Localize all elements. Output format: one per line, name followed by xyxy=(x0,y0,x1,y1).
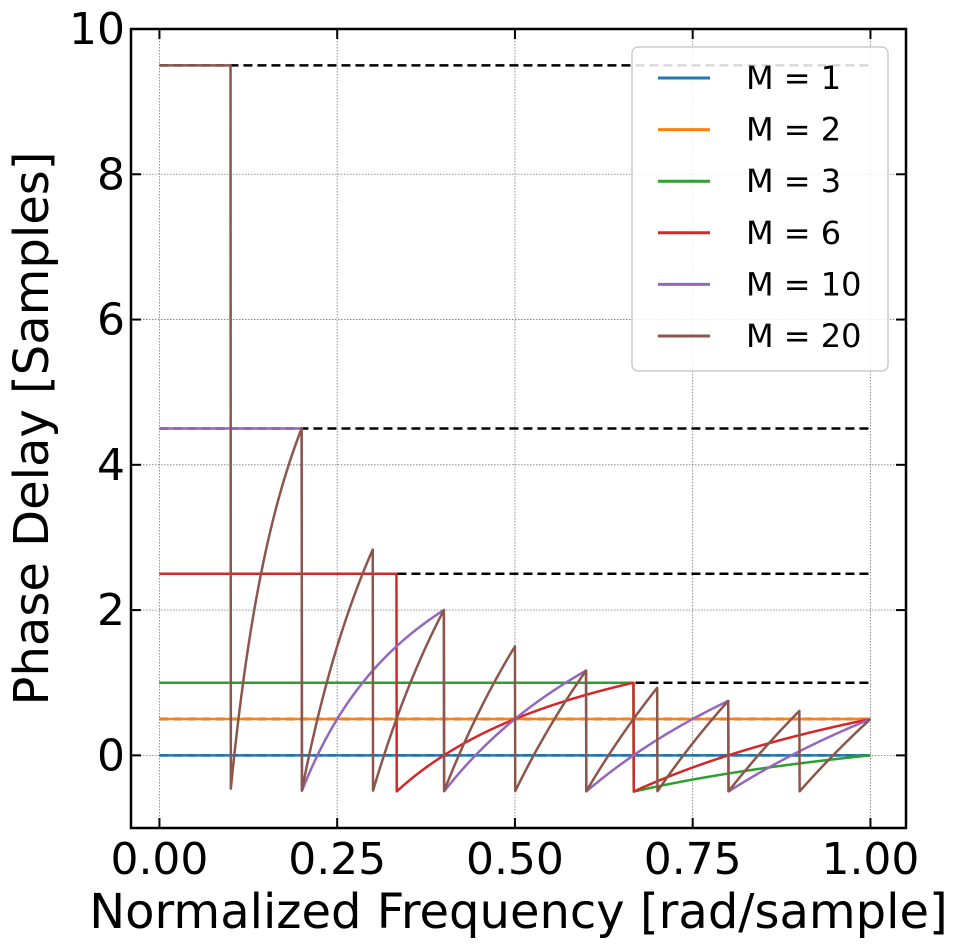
y-tick-label-4: 8 xyxy=(97,149,125,200)
legend: M = 1 M = 2 M = 3 M = 6 M = 10 M = 20 xyxy=(631,46,889,372)
legend-label-3: M = 6 xyxy=(746,214,841,252)
y-axis-label: Phase Delay [Samples] xyxy=(4,152,60,706)
y-tick-label-0: 0 xyxy=(97,730,125,781)
y-tick-label-2: 4 xyxy=(97,440,125,491)
legend-label-5: M = 20 xyxy=(746,317,861,355)
plot-frame xyxy=(129,27,908,830)
axis-ticks: 0.00 0.25 0.50 0.75 1.00 0 2 4 6 8 10 xyxy=(69,4,919,885)
y-tick-label-5: 10 xyxy=(69,4,125,55)
legend-label-0: M = 1 xyxy=(746,59,841,97)
x-tick-label-0: 0.00 xyxy=(110,834,208,885)
x-tick-label-2: 0.50 xyxy=(466,834,564,885)
legend-label-2: M = 3 xyxy=(746,162,841,200)
series-line-5 xyxy=(158,64,872,793)
x-axis-label: Normalized Frequency [rad/sample] xyxy=(89,884,947,940)
series-lines xyxy=(158,64,872,793)
x-tick-label-1: 0.25 xyxy=(288,834,386,885)
legend-label-1: M = 2 xyxy=(746,111,841,149)
legend-box xyxy=(631,46,889,372)
x-tick-label-3: 0.75 xyxy=(644,834,742,885)
x-tick-label-4: 1.00 xyxy=(821,834,919,885)
legend-label-4: M = 10 xyxy=(746,265,861,303)
y-tick-label-3: 6 xyxy=(97,295,125,346)
y-tick-label-1: 2 xyxy=(97,585,125,636)
